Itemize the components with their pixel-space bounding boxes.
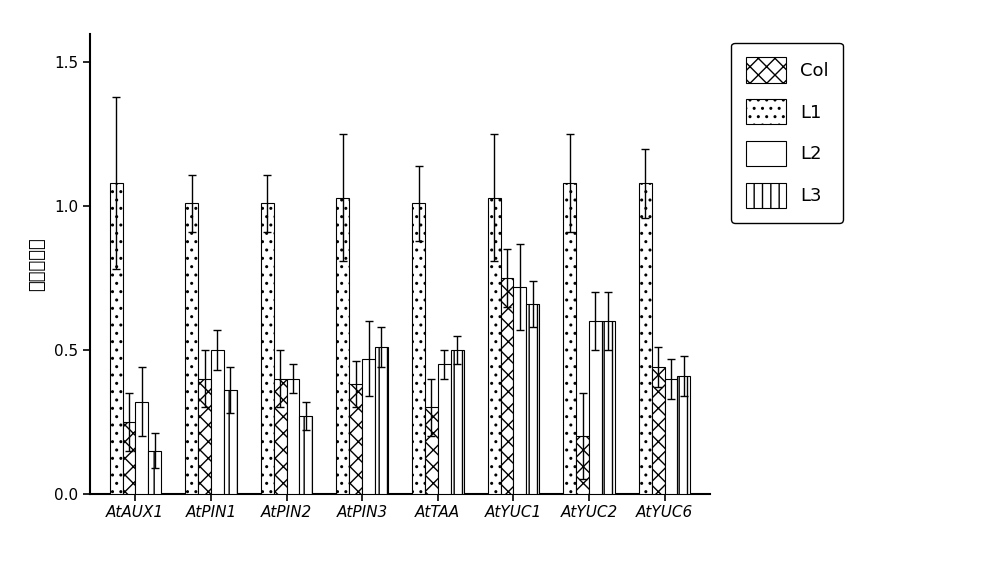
Bar: [513, 287, 526, 494]
Bar: [677, 376, 690, 494]
Bar: [224, 390, 237, 494]
Bar: [639, 183, 652, 494]
Bar: [148, 450, 161, 494]
Bar: [110, 183, 123, 494]
Bar: [563, 183, 576, 494]
Bar: [576, 436, 589, 494]
Bar: [589, 321, 602, 494]
Bar: [375, 347, 388, 494]
Bar: [198, 379, 211, 494]
Bar: [438, 364, 451, 494]
Bar: [362, 358, 375, 494]
Bar: [425, 407, 438, 494]
Bar: [602, 321, 615, 494]
Bar: [526, 304, 539, 494]
Bar: [261, 203, 274, 494]
Bar: [211, 350, 224, 494]
Bar: [652, 367, 665, 494]
Bar: [336, 197, 349, 494]
Bar: [501, 278, 513, 494]
Bar: [299, 416, 312, 494]
Bar: [274, 379, 287, 494]
Y-axis label: 相对表达量: 相对表达量: [28, 237, 46, 291]
Bar: [451, 350, 464, 494]
Bar: [349, 384, 362, 494]
Bar: [123, 422, 135, 494]
Bar: [185, 203, 198, 494]
Bar: [488, 197, 501, 494]
Bar: [135, 402, 148, 494]
Bar: [412, 203, 425, 494]
Legend: Col, L1, L2, L3: Col, L1, L2, L3: [731, 43, 843, 223]
Bar: [665, 379, 677, 494]
Bar: [287, 379, 299, 494]
